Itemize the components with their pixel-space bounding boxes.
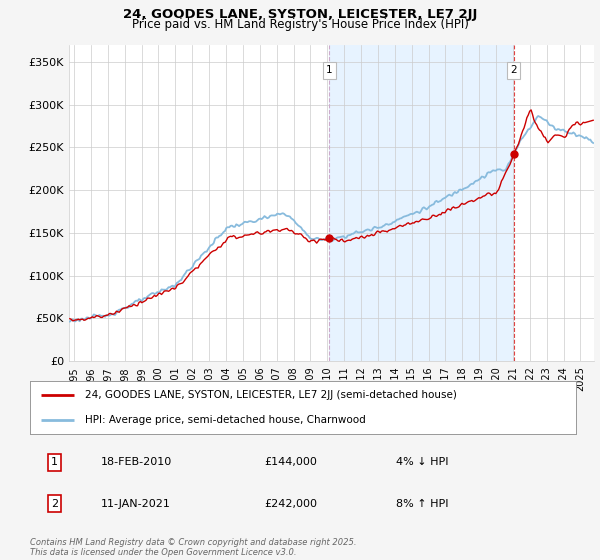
Text: 4% ↓ HPI: 4% ↓ HPI [396, 457, 448, 467]
Text: 2: 2 [51, 499, 58, 509]
Text: 24, GOODES LANE, SYSTON, LEICESTER, LE7 2JJ (semi-detached house): 24, GOODES LANE, SYSTON, LEICESTER, LE7 … [85, 390, 457, 400]
Text: Price paid vs. HM Land Registry's House Price Index (HPI): Price paid vs. HM Land Registry's House … [131, 18, 469, 31]
Text: 8% ↑ HPI: 8% ↑ HPI [396, 499, 448, 509]
Text: Contains HM Land Registry data © Crown copyright and database right 2025.
This d: Contains HM Land Registry data © Crown c… [30, 538, 356, 557]
Text: 2: 2 [510, 66, 517, 76]
Text: 1: 1 [51, 457, 58, 467]
Text: 24, GOODES LANE, SYSTON, LEICESTER, LE7 2JJ: 24, GOODES LANE, SYSTON, LEICESTER, LE7 … [123, 8, 477, 21]
Bar [329, 45, 514, 361]
Text: HPI: Average price, semi-detached house, Charnwood: HPI: Average price, semi-detached house,… [85, 414, 365, 424]
Text: £242,000: £242,000 [265, 499, 318, 509]
Text: 11-JAN-2021: 11-JAN-2021 [101, 499, 171, 509]
Text: £144,000: £144,000 [265, 457, 317, 467]
Text: 18-FEB-2010: 18-FEB-2010 [101, 457, 172, 467]
Text: 1: 1 [326, 66, 333, 76]
